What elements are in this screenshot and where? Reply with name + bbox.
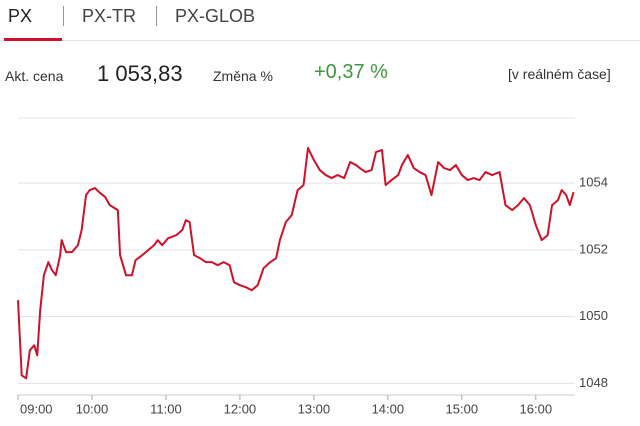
change: +0,37 % [314,61,388,83]
x-tick-label: 11:00 [150,401,182,416]
realtime-note: [v reálném čase] [508,66,611,82]
x-tick-label: 15:00 [446,401,479,416]
tab-separator [156,6,157,26]
tab-separator [63,6,64,26]
y-tick-label: 1054 [579,175,608,190]
x-tick-label: 13:00 [298,401,331,416]
price-line [17,147,575,380]
tab-divider [0,40,640,41]
tab-px[interactable]: PX [8,6,33,26]
tab-px-tr[interactable]: PX-TR [82,6,136,26]
price-label: Akt. cena [5,68,64,84]
active-tab-indicator [4,38,62,41]
y-tick-label: 1048 [579,375,608,390]
x-tick-label: 16:00 [520,401,553,416]
y-tick-label: 1050 [579,308,608,323]
x-tick-label: 14:00 [372,401,405,416]
y-tick-label: 1052 [579,241,608,256]
x-tick-label: 12:00 [224,401,257,416]
change-label: Změna % [213,68,273,84]
x-tick-label: 10:00 [76,401,109,416]
price: 1 053,83 [97,61,183,86]
x-tick-label: 09:00 [20,401,53,416]
tab-px-glob[interactable]: PX-GLOB [175,6,256,26]
